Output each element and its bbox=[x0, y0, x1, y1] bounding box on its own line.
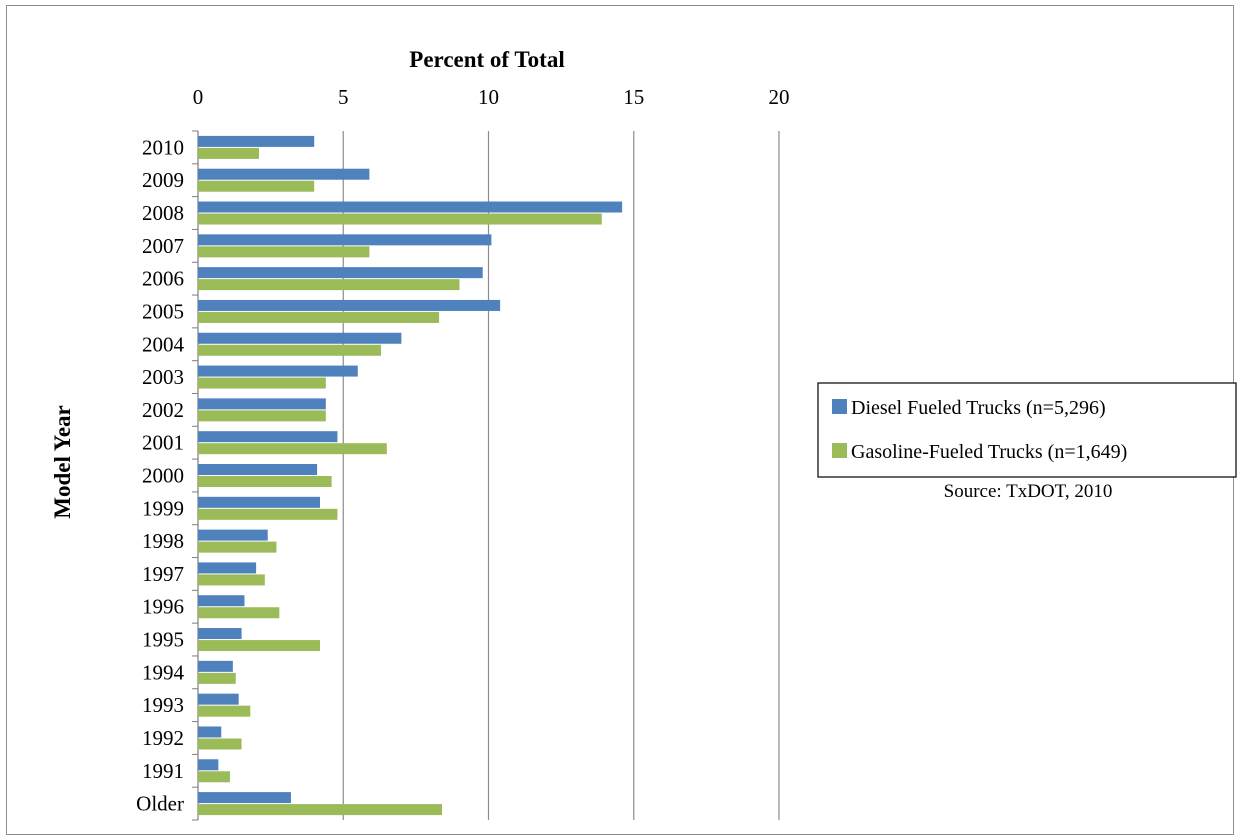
bar-gasoline bbox=[198, 771, 230, 783]
bar-gasoline bbox=[198, 804, 443, 816]
y-tick-label: 1995 bbox=[142, 628, 184, 652]
bar-diesel bbox=[198, 726, 222, 738]
legend-label: Gasoline-Fueled Trucks (n=1,649) bbox=[851, 441, 1127, 463]
bar-diesel bbox=[198, 365, 358, 377]
bar-diesel bbox=[198, 398, 326, 410]
bar-gasoline bbox=[198, 705, 251, 717]
bar-diesel bbox=[198, 299, 501, 311]
bar-gasoline bbox=[198, 541, 277, 553]
bar-diesel bbox=[198, 135, 315, 147]
y-tick-label: Older bbox=[136, 792, 184, 816]
x-axis-title: Percent of Total bbox=[409, 47, 564, 72]
legend-swatch bbox=[832, 399, 847, 414]
y-tick-label: 2004 bbox=[142, 332, 185, 356]
bar-gasoline bbox=[198, 147, 260, 159]
bar-gasoline bbox=[198, 574, 265, 586]
bar-diesel bbox=[198, 628, 242, 640]
y-tick-label: 1991 bbox=[142, 759, 184, 783]
y-tick-label: 2009 bbox=[142, 168, 184, 192]
bar-diesel bbox=[198, 431, 338, 443]
bar-diesel bbox=[198, 660, 233, 672]
bar-diesel bbox=[198, 562, 257, 574]
x-tick-label: 10 bbox=[478, 85, 499, 109]
bar-diesel bbox=[198, 201, 623, 213]
legend-swatch bbox=[832, 443, 847, 458]
bar-diesel bbox=[198, 693, 239, 705]
bar-gasoline bbox=[198, 213, 602, 225]
bar-gasoline bbox=[198, 279, 460, 291]
y-tick-label: 2002 bbox=[142, 398, 184, 422]
x-tick-label: 0 bbox=[193, 85, 204, 109]
legend-box bbox=[817, 382, 1237, 478]
bar-gasoline bbox=[198, 640, 321, 652]
bar-diesel bbox=[198, 595, 245, 607]
y-tick-label: 2001 bbox=[142, 431, 184, 455]
x-tick-label: 20 bbox=[769, 85, 790, 109]
x-tick-label: 5 bbox=[338, 85, 349, 109]
y-tick-label: 2006 bbox=[142, 267, 184, 291]
bar-gasoline bbox=[198, 311, 440, 323]
bar-diesel bbox=[198, 792, 291, 804]
bar-gasoline bbox=[198, 344, 382, 356]
y-tick-label: 1999 bbox=[142, 496, 184, 520]
bar-gasoline bbox=[198, 607, 280, 619]
bar-gasoline bbox=[198, 443, 387, 455]
y-axis-title: Model Year bbox=[50, 405, 75, 518]
y-tick-label: 2010 bbox=[142, 135, 184, 159]
y-tick-label: 1996 bbox=[142, 595, 184, 619]
y-tick-label: 2005 bbox=[142, 299, 184, 323]
y-tick-label: 1997 bbox=[142, 562, 184, 586]
y-tick-label: 2008 bbox=[142, 201, 184, 225]
y-tick-label: 1992 bbox=[142, 726, 184, 750]
bar-diesel bbox=[198, 168, 370, 180]
bar-gasoline bbox=[198, 377, 326, 389]
y-tick-label: 2007 bbox=[142, 234, 184, 258]
bar-diesel bbox=[198, 496, 321, 508]
bar-diesel bbox=[198, 267, 483, 279]
bar-gasoline bbox=[198, 246, 370, 258]
bar-diesel bbox=[198, 234, 492, 246]
x-tick-label: 15 bbox=[623, 85, 644, 109]
bar-gasoline bbox=[198, 410, 326, 422]
y-tick-label: 1993 bbox=[142, 693, 184, 717]
legend-label: Diesel Fueled Trucks (n=5,296) bbox=[851, 397, 1106, 419]
bar-diesel bbox=[198, 529, 268, 541]
bar-gasoline bbox=[198, 508, 338, 520]
bar-gasoline bbox=[198, 180, 315, 192]
bar-diesel bbox=[198, 759, 219, 771]
bar-gasoline bbox=[198, 672, 236, 684]
bar-diesel bbox=[198, 464, 318, 475]
y-tick-label: 2003 bbox=[142, 365, 184, 389]
source-note: Source: TxDOT, 2010 bbox=[944, 481, 1113, 502]
bar-diesel bbox=[198, 332, 402, 344]
legend: Diesel Fueled Trucks (n=5,296) Gasoline-F… bbox=[817, 382, 1237, 478]
y-tick-label: 1998 bbox=[142, 529, 184, 553]
y-tick-label: 1994 bbox=[142, 660, 185, 684]
y-tick-label: 2000 bbox=[142, 464, 184, 488]
bar-gasoline bbox=[198, 738, 242, 750]
bar-gasoline bbox=[198, 476, 332, 487]
